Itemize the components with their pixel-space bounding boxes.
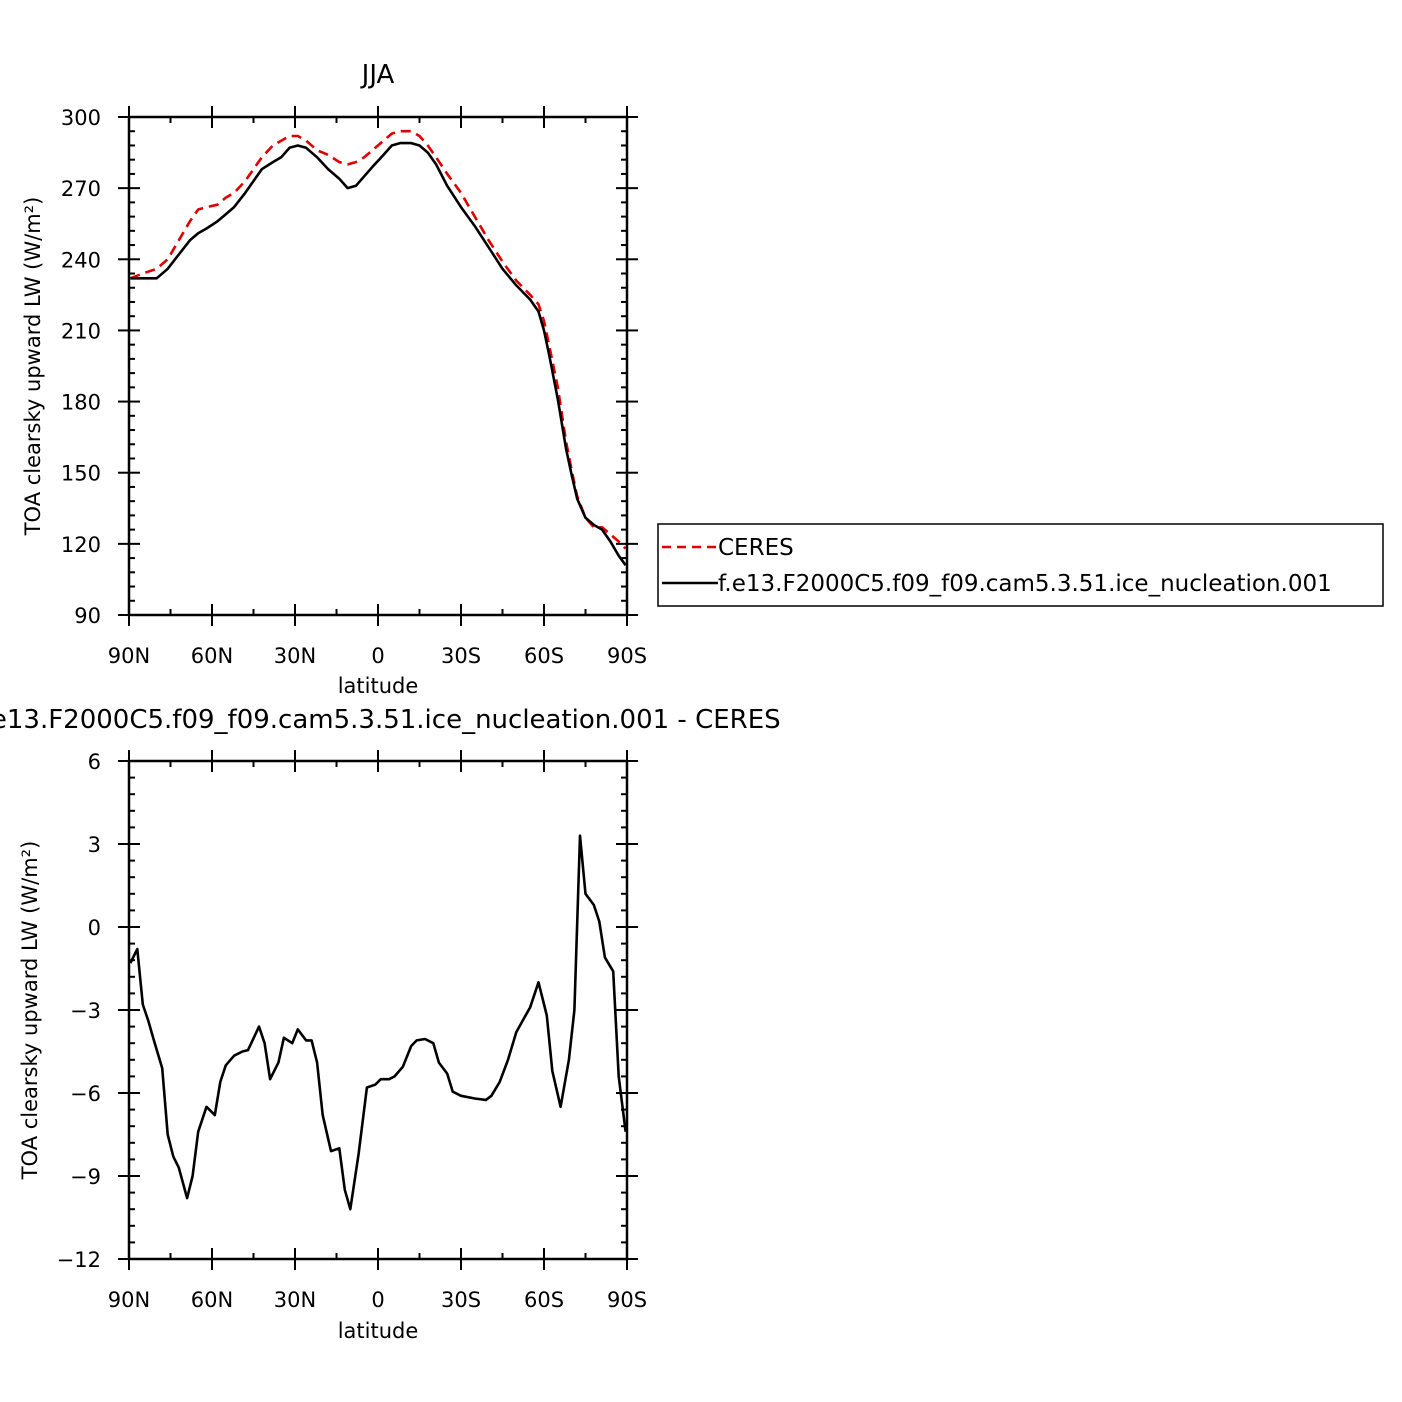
y-tick-label: 6 (88, 750, 101, 774)
plot-frame (127, 759, 629, 1261)
y-tick-label: −9 (70, 1165, 101, 1189)
x-tick-label: 30S (441, 644, 481, 668)
y-tick-label: 270 (61, 177, 101, 201)
bottom-series-layer (129, 834, 627, 1211)
top-ticks: 90N 60N 30N 0 30S 60S 90S 90 120 150 180 210 240 270 3… (61, 106, 647, 668)
y-tick-label: 120 (61, 533, 101, 557)
y-tick-label: 180 (61, 391, 101, 415)
y-tick-label: −6 (70, 1082, 101, 1106)
y-tick-label: −12 (57, 1248, 101, 1272)
x-tick-label: 60S (524, 644, 564, 668)
x-tick-label: 60N (191, 1288, 233, 1312)
legend-label-model: f.e13.F2000C5.f09_f09.cam5.3.51.ice_nucl… (718, 571, 1332, 597)
y-tick-label: 90 (74, 604, 101, 628)
x-tick-label: 90S (607, 644, 647, 668)
y-tick-label: 300 (61, 106, 101, 130)
x-axis-title: latitude (338, 1319, 419, 1343)
y-axis-title: TOA clearsky upward LW (W/m²) (18, 841, 42, 1181)
x-tick-label: 90N (108, 1288, 150, 1312)
x-tick-label: 0 (371, 644, 384, 668)
y-tick-label: 240 (61, 248, 101, 272)
y-tick-label: −3 (70, 999, 101, 1023)
y-tick-label: 150 (61, 462, 101, 486)
x-tick-label: 0 (371, 1288, 384, 1312)
x-tick-label: 30N (274, 644, 316, 668)
x-tick-label: 30N (274, 1288, 316, 1312)
legend: CERES f.e13.F2000C5.f09_f09.cam5.3.51.ic… (657, 523, 1384, 607)
x-tick-label: 30S (441, 1288, 481, 1312)
x-tick-label: 90N (108, 644, 150, 668)
y-tick-label: 210 (61, 319, 101, 343)
y-tick-label: 0 (88, 916, 101, 940)
x-axis-title: latitude (338, 674, 419, 698)
x-tick-label: 90S (607, 1288, 647, 1312)
y-tick-label: 3 (88, 833, 101, 857)
top-series-layer (129, 129, 627, 566)
mean-lw-panel: JJA 90N 60N 30N 0 30S 60S 90S 90 120 150 180 210 240… (21, 60, 647, 698)
series-line-difference (129, 834, 627, 1211)
series-line-ceres (129, 129, 627, 550)
legend-label-ceres: CERES (718, 535, 794, 561)
x-tick-label: 60N (191, 644, 233, 668)
legend-box (657, 523, 1384, 607)
series-line-model (130, 141, 627, 566)
y-axis-title: TOA clearsky upward LW (W/m²) (21, 197, 45, 537)
x-tick-label: 60S (524, 1288, 564, 1312)
difference-panel: f.e13.F2000C5.f09_f09.cam5.3.51.ice_nucl… (0, 705, 781, 1343)
bottom-ticks: 90N 60N 30N 0 30S 60S 90S −12 −9 −6 −3 0 3 6 (57, 750, 647, 1312)
chart-title: f.e13.F2000C5.f09_f09.cam5.3.51.ice_nucl… (0, 705, 781, 735)
chart-title: JJA (360, 60, 395, 90)
